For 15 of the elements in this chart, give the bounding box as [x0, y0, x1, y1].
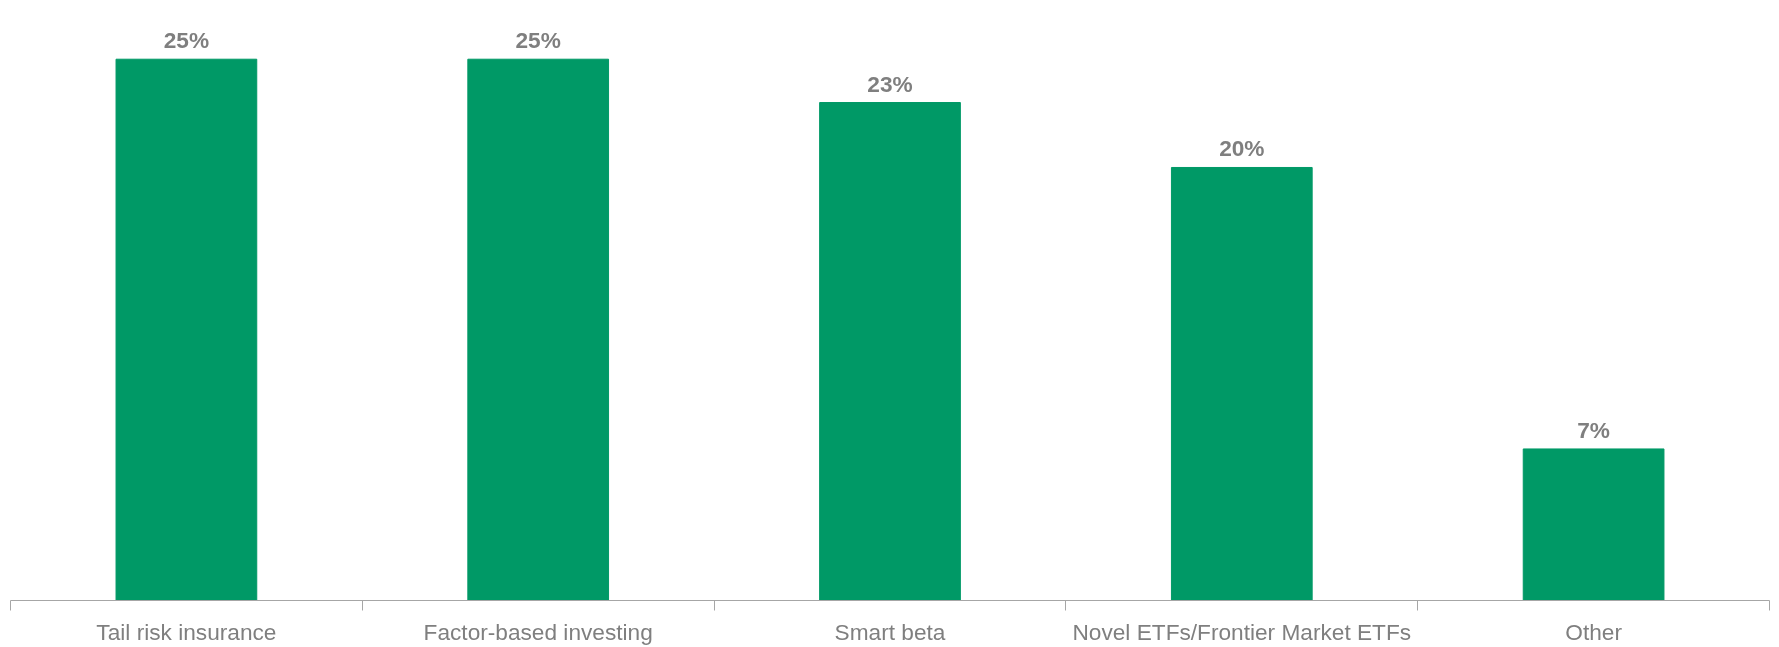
x-tick-label: Novel ETFs/Frontier Market ETFs [1072, 618, 1412, 645]
x-tick-label: Other [1565, 618, 1623, 645]
x-tick-label: Smart beta [834, 618, 946, 645]
data-label: 20% [1219, 135, 1265, 162]
bar [467, 58, 610, 601]
bar [1170, 166, 1313, 601]
data-label: 7% [1577, 416, 1610, 443]
bar [819, 102, 961, 601]
bar [115, 58, 258, 601]
bar [1522, 448, 1665, 601]
x-tick-label: Factor-based investing [423, 618, 653, 645]
x-tick-label: Tail risk insurance [96, 618, 277, 645]
data-label: 25% [163, 27, 210, 54]
data-label: 23% [867, 70, 913, 97]
data-label: 25% [515, 27, 561, 54]
